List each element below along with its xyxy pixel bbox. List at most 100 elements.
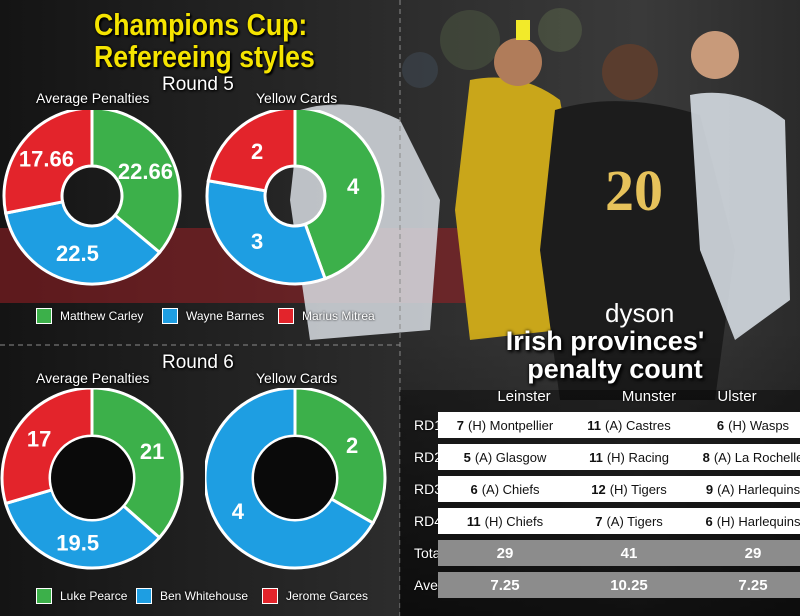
r5-yellow-donut: 4 3 2 [205,110,385,286]
total-cell: 41 [562,540,696,566]
donut-value-label: 2 [346,433,358,458]
table-cell: 9 (A) Harlequins [686,476,800,502]
donut-slice-ben-whitehouse [3,488,162,570]
donut-value-label: 22.66 [118,159,173,184]
provinces-title-line1: Irish provinces' [505,326,705,356]
opponent: (A) Tigers [606,513,663,529]
legend-label: Matthew Carley [60,309,144,323]
col-munster: Munster [621,388,677,405]
r6-legend-whitehouse: Ben Whitehouse [136,588,248,604]
donut-slice-ben-whitehouse [205,388,375,570]
legend-label: Jerome Garces [286,589,369,603]
opponent: (H) Chiefs [484,513,544,529]
row-label: RD1 [414,417,443,433]
donut-hole [254,437,336,519]
table-cell: 5 (A) Glasgow [438,444,572,470]
opponent: (H) Tigers [609,481,667,497]
round-5-label: Round 5 [162,74,234,95]
col-ulster: Ulster [717,388,757,405]
penalty-count: 6 [470,481,478,497]
opponent: (A) Harlequins [717,481,800,497]
r5-yellow-title: Yellow Cards [256,90,338,106]
donut-value-label: 21 [140,439,164,464]
blue-swatch [136,588,152,604]
average-cell: 7.25 [438,572,572,598]
r6-penalties-title: Average Penalties [36,370,150,386]
blue-swatch [162,308,178,324]
penalty-count: 7 [456,417,464,433]
donut-value-label: 17.66 [19,147,74,172]
donut-hole [51,437,133,519]
round-6-label: Round 6 [162,352,234,373]
penalty-count: 11 [466,513,481,529]
donut-r5-penalties: 22.66 22.5 17.66 [2,110,182,286]
donut-slice-wayne-barnes [205,178,328,286]
total-cell: 29 [438,540,572,566]
donut-slice-matthew-carley [293,110,385,281]
donut-r6-yellow: 24 [205,388,387,570]
r5-legend-mitrea: Marius Mitrea [278,308,375,324]
donut-value-label: 4 [347,174,360,199]
row-label: RD3 [414,481,443,497]
table-cell: 7 (A) Tigers [562,508,696,534]
donut-slice-luke-pearce [90,388,184,540]
col-leinster: Leinster [497,388,551,405]
red-swatch [278,308,294,324]
opponent: (A) Castres [605,417,671,433]
table-cell: 7 (H) Montpellier [438,412,572,438]
row-label: RD2 [414,449,443,465]
red-swatch [262,588,278,604]
donut-r6-penalties: 21 19.5 17 [0,388,184,570]
main-title-line2: Refereeing styles [94,39,315,74]
table-cell: 11 (H) Racing [562,444,696,470]
donut-value-label: 4 [232,499,245,524]
legend-label: Wayne Barnes [186,309,265,323]
table-cell: 11 (A) Castres [562,412,696,438]
opponent: (H) Racing [606,449,669,465]
main-title-line1: Champions Cup: [94,7,308,42]
table-cell: 12 (H) Tigers [562,476,696,502]
donut-r5-yellow: 4 3 2 [205,110,385,286]
legend-label: Ben Whitehouse [160,589,249,603]
donut-slice-jerome-garces [0,388,94,506]
donut-slice-marius-mitrea [206,110,297,193]
r6-legend-pearce: Luke Pearce [36,588,127,604]
donut-value-label: 22.5 [56,241,99,266]
donut-value-label: 19.5 [56,530,99,555]
donut-slice-wayne-barnes [3,200,162,286]
penalty-count: 9 [705,481,714,497]
opponent: (A) Chiefs [481,481,540,497]
opponent: (A) Glasgow [474,449,547,465]
legend-label: Marius Mitrea [302,309,375,323]
table-cell: 11 (H) Chiefs [438,508,572,534]
r6-legend-garces: Jerome Garces [262,588,368,604]
opponent: (A) La Rochelle [713,449,800,465]
r6-yellow-donut: 24 [205,388,387,570]
table-cell: 6 (A) Chiefs [438,476,572,502]
svg-text:dyson: dyson [605,298,674,328]
r5-penalties-title: Average Penalties [36,90,150,106]
penalty-count: 8 [702,449,710,465]
opponent: (H) Wasps [728,417,790,433]
opponent: (H) Montpellier [467,417,554,433]
donut-slice-luke-pearce [293,388,387,526]
donut-value-label: 17 [27,426,51,451]
donut-slice-marius-mitrea [2,110,94,215]
penalty-count: 7 [595,513,603,529]
table-cell: 6 (H) Harlequins [686,508,800,534]
r5-legend-carley: Matthew Carley [36,308,143,324]
average-cell: 10.25 [562,572,696,598]
green-swatch [36,588,52,604]
total-label: Total [414,545,444,561]
total-cell: 29 [686,540,800,566]
r6-yellow-title: Yellow Cards [256,370,338,386]
penalty-count: 6 [705,513,713,529]
r6-penalties-donut: 21 19.5 17 [0,388,184,570]
opponent: (H) Harlequins [716,513,800,529]
penalty-count: 6 [716,417,725,433]
donut-value-label: 2 [251,139,263,164]
r5-penalties-donut: 22.66 22.5 17.66 [2,110,182,286]
donut-value-label: 3 [251,229,263,254]
penalty-count: 5 [463,449,471,465]
donut-slice-matthew-carley [90,110,182,255]
